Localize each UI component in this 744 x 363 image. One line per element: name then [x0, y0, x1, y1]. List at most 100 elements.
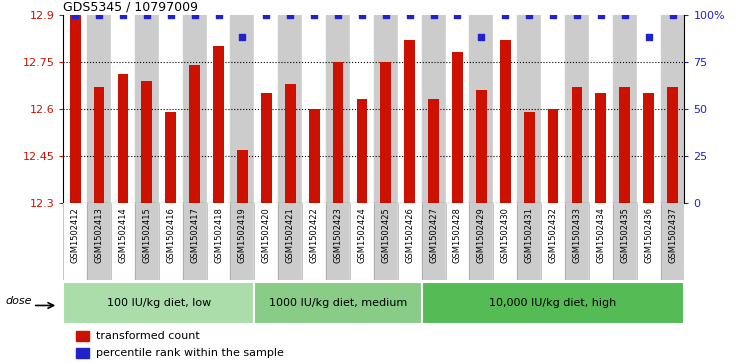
Bar [637, 15, 661, 203]
Point [260, 12, 272, 17]
Bar [524, 112, 534, 203]
Text: 100 IU/kg diet, low: 100 IU/kg diet, low [106, 298, 211, 308]
Bar [231, 15, 254, 203]
Bar [254, 15, 278, 203]
Bar [613, 203, 637, 280]
Bar [565, 203, 589, 280]
Text: GSM1502432: GSM1502432 [548, 207, 557, 263]
Point [213, 12, 225, 17]
Text: GSM1502423: GSM1502423 [333, 207, 342, 263]
Bar [302, 15, 326, 203]
Bar [595, 93, 606, 203]
Text: GSM1502427: GSM1502427 [429, 207, 438, 263]
Bar [637, 203, 661, 280]
Bar [541, 203, 565, 280]
Bar [111, 203, 135, 280]
Bar [165, 112, 176, 203]
Text: GSM1502420: GSM1502420 [262, 207, 271, 263]
Bar [356, 99, 368, 203]
Point [643, 34, 655, 40]
Text: dose: dose [5, 296, 31, 306]
Bar [326, 15, 350, 203]
Bar [135, 203, 158, 280]
Bar [398, 15, 422, 203]
Bar [189, 65, 200, 203]
Bar [661, 203, 684, 280]
Text: GSM1502428: GSM1502428 [453, 207, 462, 263]
Bar [70, 15, 80, 203]
Point [332, 12, 344, 17]
Text: 1000 IU/kg diet, medium: 1000 IU/kg diet, medium [269, 298, 407, 308]
Bar [404, 40, 415, 203]
Bar [261, 93, 272, 203]
Text: GDS5345 / 10797009: GDS5345 / 10797009 [63, 0, 198, 13]
Point [452, 12, 464, 17]
Point [428, 12, 440, 17]
Text: GSM1502421: GSM1502421 [286, 207, 295, 263]
Bar [207, 203, 231, 280]
Bar [446, 15, 469, 203]
Text: GSM1502413: GSM1502413 [94, 207, 103, 263]
Point [189, 12, 201, 17]
Bar [333, 62, 344, 203]
Bar [667, 87, 678, 203]
Bar [589, 203, 613, 280]
Text: GSM1502435: GSM1502435 [620, 207, 629, 263]
Point [165, 12, 177, 17]
Bar [571, 87, 583, 203]
Bar [76, 348, 89, 358]
Bar [350, 15, 373, 203]
Bar [254, 203, 278, 280]
Point [404, 12, 416, 17]
Text: GSM1502425: GSM1502425 [382, 207, 391, 263]
Point [380, 12, 392, 17]
Point [284, 12, 296, 17]
Text: GSM1502436: GSM1502436 [644, 207, 653, 263]
Text: GSM1502426: GSM1502426 [405, 207, 414, 263]
FancyBboxPatch shape [422, 282, 684, 325]
Bar [87, 203, 111, 280]
Bar [374, 203, 398, 280]
Bar [613, 15, 637, 203]
Bar [214, 46, 224, 203]
Text: GSM1502416: GSM1502416 [166, 207, 176, 263]
Point [667, 12, 679, 17]
Bar [111, 15, 135, 203]
Point [69, 12, 81, 17]
Text: percentile rank within the sample: percentile rank within the sample [95, 348, 283, 358]
Text: GSM1502415: GSM1502415 [142, 207, 151, 263]
Bar [589, 15, 613, 203]
Bar [469, 203, 493, 280]
Bar [469, 15, 493, 203]
Text: GSM1502412: GSM1502412 [71, 207, 80, 263]
Point [356, 12, 368, 17]
Text: GSM1502414: GSM1502414 [118, 207, 127, 263]
Bar [517, 15, 541, 203]
Bar [500, 40, 510, 203]
Point [117, 12, 129, 17]
Bar [207, 15, 231, 203]
Text: GSM1502419: GSM1502419 [238, 207, 247, 263]
Point [141, 12, 153, 17]
Bar [285, 84, 295, 203]
Bar [237, 150, 248, 203]
Bar [429, 99, 439, 203]
Bar [141, 81, 153, 203]
Bar [452, 52, 463, 203]
Point [595, 12, 607, 17]
Bar [158, 203, 183, 280]
Bar [158, 15, 183, 203]
Point [308, 12, 320, 17]
Text: GSM1502437: GSM1502437 [668, 207, 677, 263]
Bar [446, 203, 469, 280]
Bar [135, 15, 158, 203]
FancyBboxPatch shape [63, 282, 254, 325]
Bar [63, 15, 87, 203]
Text: GSM1502424: GSM1502424 [357, 207, 366, 263]
Text: GSM1502431: GSM1502431 [525, 207, 533, 263]
Bar [661, 15, 684, 203]
Point [571, 12, 583, 17]
Bar [422, 203, 446, 280]
Bar [278, 15, 302, 203]
Bar [380, 62, 391, 203]
